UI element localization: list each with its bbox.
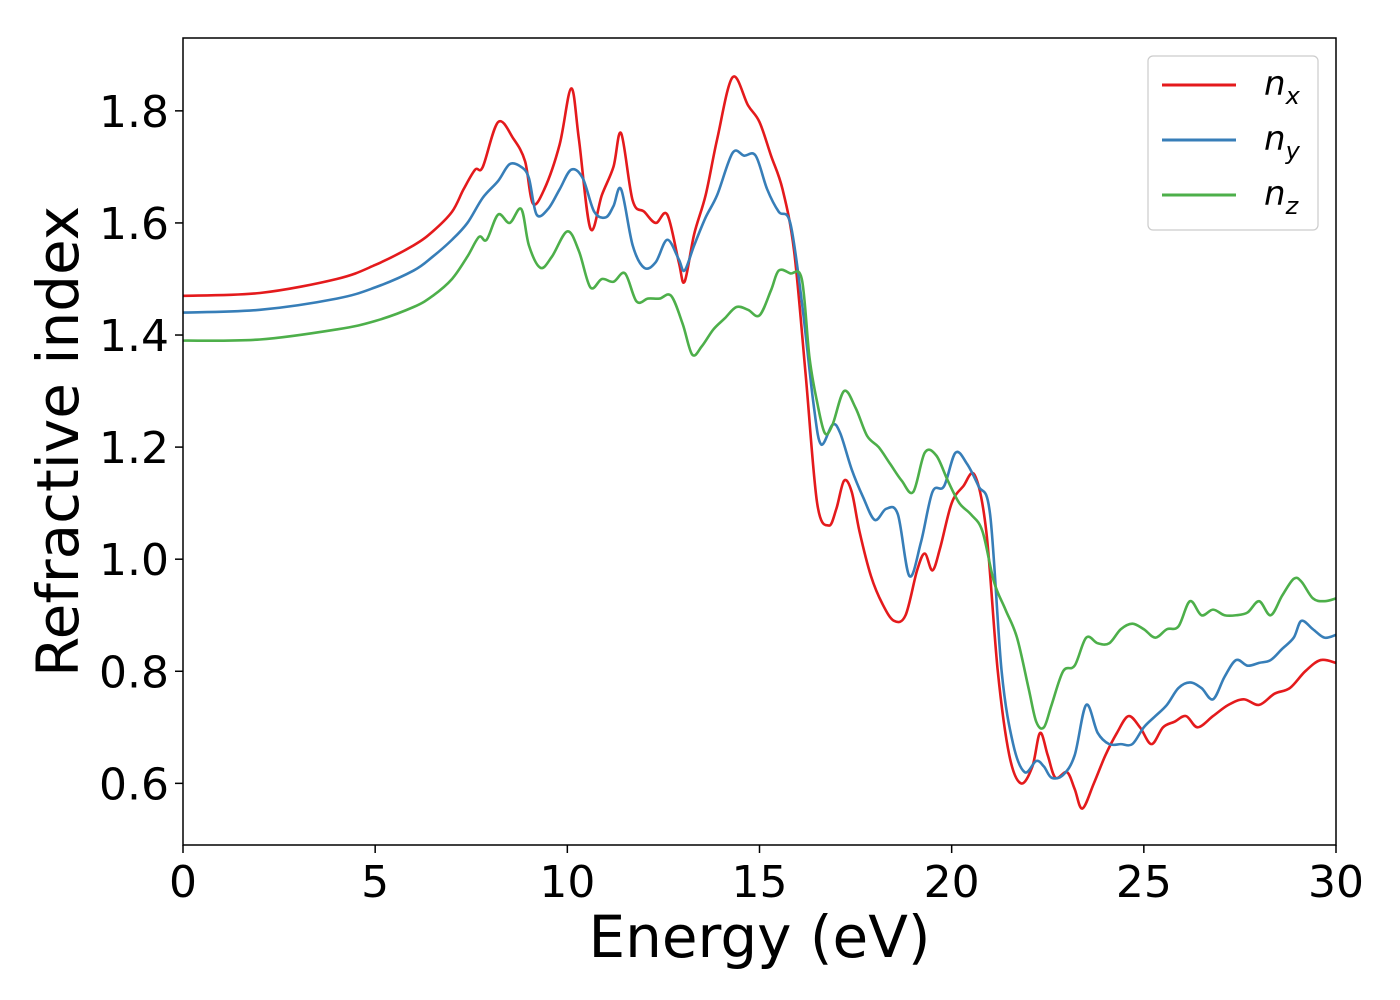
y-tick-label: 1.0 (99, 535, 169, 586)
series-line-nz (183, 207, 1336, 730)
x-tick-label: 15 (732, 857, 788, 908)
legend-label-ny: ny (1264, 119, 1301, 165)
x-axis-title: Energy (eV) (588, 903, 930, 971)
legend-label-main: n (1264, 119, 1286, 159)
series-line-nx (183, 75, 1336, 810)
x-axis-ticks: 0 5 10 15 20 25 30 (169, 845, 1364, 908)
x-tick-label: 30 (1308, 857, 1364, 908)
legend-label-subscript: x (1285, 82, 1301, 110)
legend-label-subscript: y (1285, 137, 1301, 165)
x-tick-label: 0 (169, 857, 197, 908)
y-tick-label: 1.8 (99, 87, 169, 138)
legend-label-main: n (1264, 174, 1286, 214)
legend-label-main: n (1264, 64, 1286, 104)
legend-label-nx: nx (1264, 64, 1301, 110)
y-tick-label: 1.2 (99, 423, 169, 474)
y-tick-label: 0.6 (99, 759, 169, 810)
legend-box (1147, 55, 1319, 231)
series-line-ny (183, 149, 1336, 780)
x-tick-label: 25 (1116, 857, 1172, 908)
legend-label-subscript: z (1285, 192, 1300, 220)
y-tick-label: 1.6 (99, 199, 169, 250)
y-axis-ticks: 0.6 0.8 1.0 1.2 1.4 1.6 1.8 (99, 87, 183, 810)
y-axis-title: Refractive index (24, 206, 92, 677)
x-tick-label: 10 (539, 857, 595, 908)
y-tick-label: 0.8 (99, 647, 169, 698)
x-tick-label: 5 (361, 857, 389, 908)
x-tick-label: 20 (924, 857, 980, 908)
series-layer (183, 75, 1336, 810)
y-tick-label: 1.4 (99, 311, 169, 362)
legend-label-nz: nz (1264, 174, 1300, 220)
